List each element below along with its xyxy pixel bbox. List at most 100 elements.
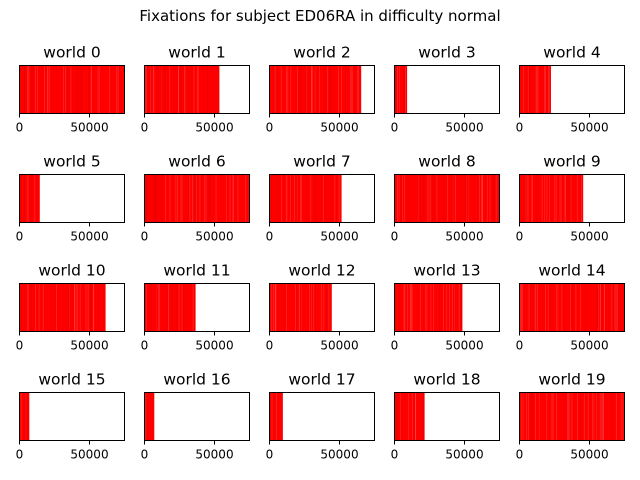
subplot-title: world 11	[163, 262, 230, 280]
subplot-title: world 3	[418, 44, 475, 62]
x-tick-label: 0	[141, 230, 149, 244]
x-tick-label: 50000	[570, 121, 608, 135]
subplot-title: world 1	[168, 44, 225, 62]
subplot-title: world 5	[43, 153, 100, 171]
subplot-title: world 18	[413, 371, 480, 389]
x-tick-label: 0	[516, 339, 524, 353]
subplot-title: world 10	[38, 262, 105, 280]
x-tick-label: 50000	[70, 339, 108, 353]
fixation-band	[519, 65, 551, 114]
subplot-2: world 2 0 50000	[266, 44, 375, 135]
subplot-title: world 9	[543, 153, 600, 171]
subplot-title: world 16	[163, 371, 230, 389]
x-tick-label: 0	[516, 448, 524, 462]
x-tick-label: 0	[16, 448, 24, 462]
x-tick-label: 0	[141, 448, 149, 462]
axes-frame	[269, 392, 375, 441]
fixation-events	[519, 392, 625, 441]
x-tick-label: 50000	[70, 448, 108, 462]
fixation-events	[394, 174, 500, 223]
axes-frame	[394, 283, 500, 332]
subplot-title: world 8	[418, 153, 475, 171]
subplot-3: world 3 0 50000	[391, 44, 500, 135]
x-tick-label: 0	[391, 448, 399, 462]
fixation-events	[519, 174, 584, 223]
figure-title: Fixations for subject ED06RA in difficul…	[139, 7, 501, 25]
axes-frame	[394, 392, 500, 441]
fixation-events	[144, 65, 220, 114]
axes-frame	[269, 65, 375, 114]
fixation-events	[519, 283, 625, 332]
subplot-14: world 14 0 50000	[516, 262, 625, 353]
x-tick-label: 0	[391, 339, 399, 353]
subplot-title: world 12	[288, 262, 355, 280]
fixation-events	[269, 174, 342, 223]
x-tick-label: 50000	[195, 121, 233, 135]
axes-frame	[19, 392, 125, 441]
x-tick-label: 50000	[570, 448, 608, 462]
fixation-band	[19, 174, 40, 223]
fixation-band	[269, 283, 332, 332]
x-tick-label: 0	[266, 339, 274, 353]
fixation-events	[394, 392, 425, 441]
fixation-band	[144, 65, 220, 114]
plot-area	[269, 392, 375, 441]
subplot-19: world 19 0 50000	[516, 371, 625, 462]
axes-frame	[144, 392, 250, 441]
fixation-events	[519, 65, 551, 114]
subplot-8: world 8 0 50000	[391, 153, 500, 244]
x-tick-label: 50000	[320, 230, 358, 244]
fixation-events	[269, 392, 283, 441]
subplot-title: world 17	[288, 371, 355, 389]
subplot-1: world 1 0 50000	[141, 44, 250, 135]
fixation-events	[269, 283, 332, 332]
x-tick-label: 0	[391, 121, 399, 135]
fixation-band	[144, 392, 155, 441]
subplot-13: world 13 0 50000	[391, 262, 500, 353]
x-tick-label: 0	[266, 448, 274, 462]
subplot-6: world 6 0 50000	[141, 153, 250, 244]
axes-frame	[519, 283, 625, 332]
x-tick-label: 50000	[195, 448, 233, 462]
subplot-16: world 16 0 50000	[141, 371, 250, 462]
subplot-12: world 12 0 50000	[266, 262, 375, 353]
x-tick-label: 50000	[320, 339, 358, 353]
x-tick-label: 50000	[195, 339, 233, 353]
fixation-events	[144, 392, 155, 441]
subplot-4: world 4 0 50000	[516, 44, 625, 135]
x-tick-label: 50000	[445, 448, 483, 462]
fixation-band	[269, 392, 283, 441]
x-tick-label: 50000	[195, 230, 233, 244]
x-tick-label: 50000	[445, 121, 483, 135]
subplot-5: world 5 0 50000	[16, 153, 125, 244]
x-tick-label: 0	[516, 121, 524, 135]
x-tick-label: 0	[516, 230, 524, 244]
subplot-title: world 19	[538, 371, 605, 389]
axes-frame	[519, 392, 625, 441]
subplot-7: world 7 0 50000	[266, 153, 375, 244]
subplot-title: world 2	[293, 44, 350, 62]
fixation-events	[144, 283, 196, 332]
x-tick-label: 0	[16, 230, 24, 244]
axes-frame	[144, 283, 250, 332]
fixation-events	[19, 392, 30, 441]
x-tick-label: 50000	[570, 339, 608, 353]
x-tick-label: 0	[266, 230, 274, 244]
x-tick-label: 50000	[70, 230, 108, 244]
axes-frame	[144, 174, 250, 223]
axes-frame	[19, 174, 125, 223]
axes-frame	[394, 174, 500, 223]
fixation-events	[144, 174, 250, 223]
x-tick-label: 0	[16, 121, 24, 135]
fixation-band	[144, 283, 196, 332]
x-tick-label: 50000	[445, 339, 483, 353]
fixation-band	[394, 65, 408, 114]
subplot-title: world 6	[168, 153, 225, 171]
subplot-title: world 7	[293, 153, 350, 171]
plot-area	[144, 392, 250, 441]
axes-frame	[144, 65, 250, 114]
axes-frame	[394, 65, 500, 114]
subplot-title: world 15	[38, 371, 105, 389]
x-tick-label: 50000	[445, 230, 483, 244]
